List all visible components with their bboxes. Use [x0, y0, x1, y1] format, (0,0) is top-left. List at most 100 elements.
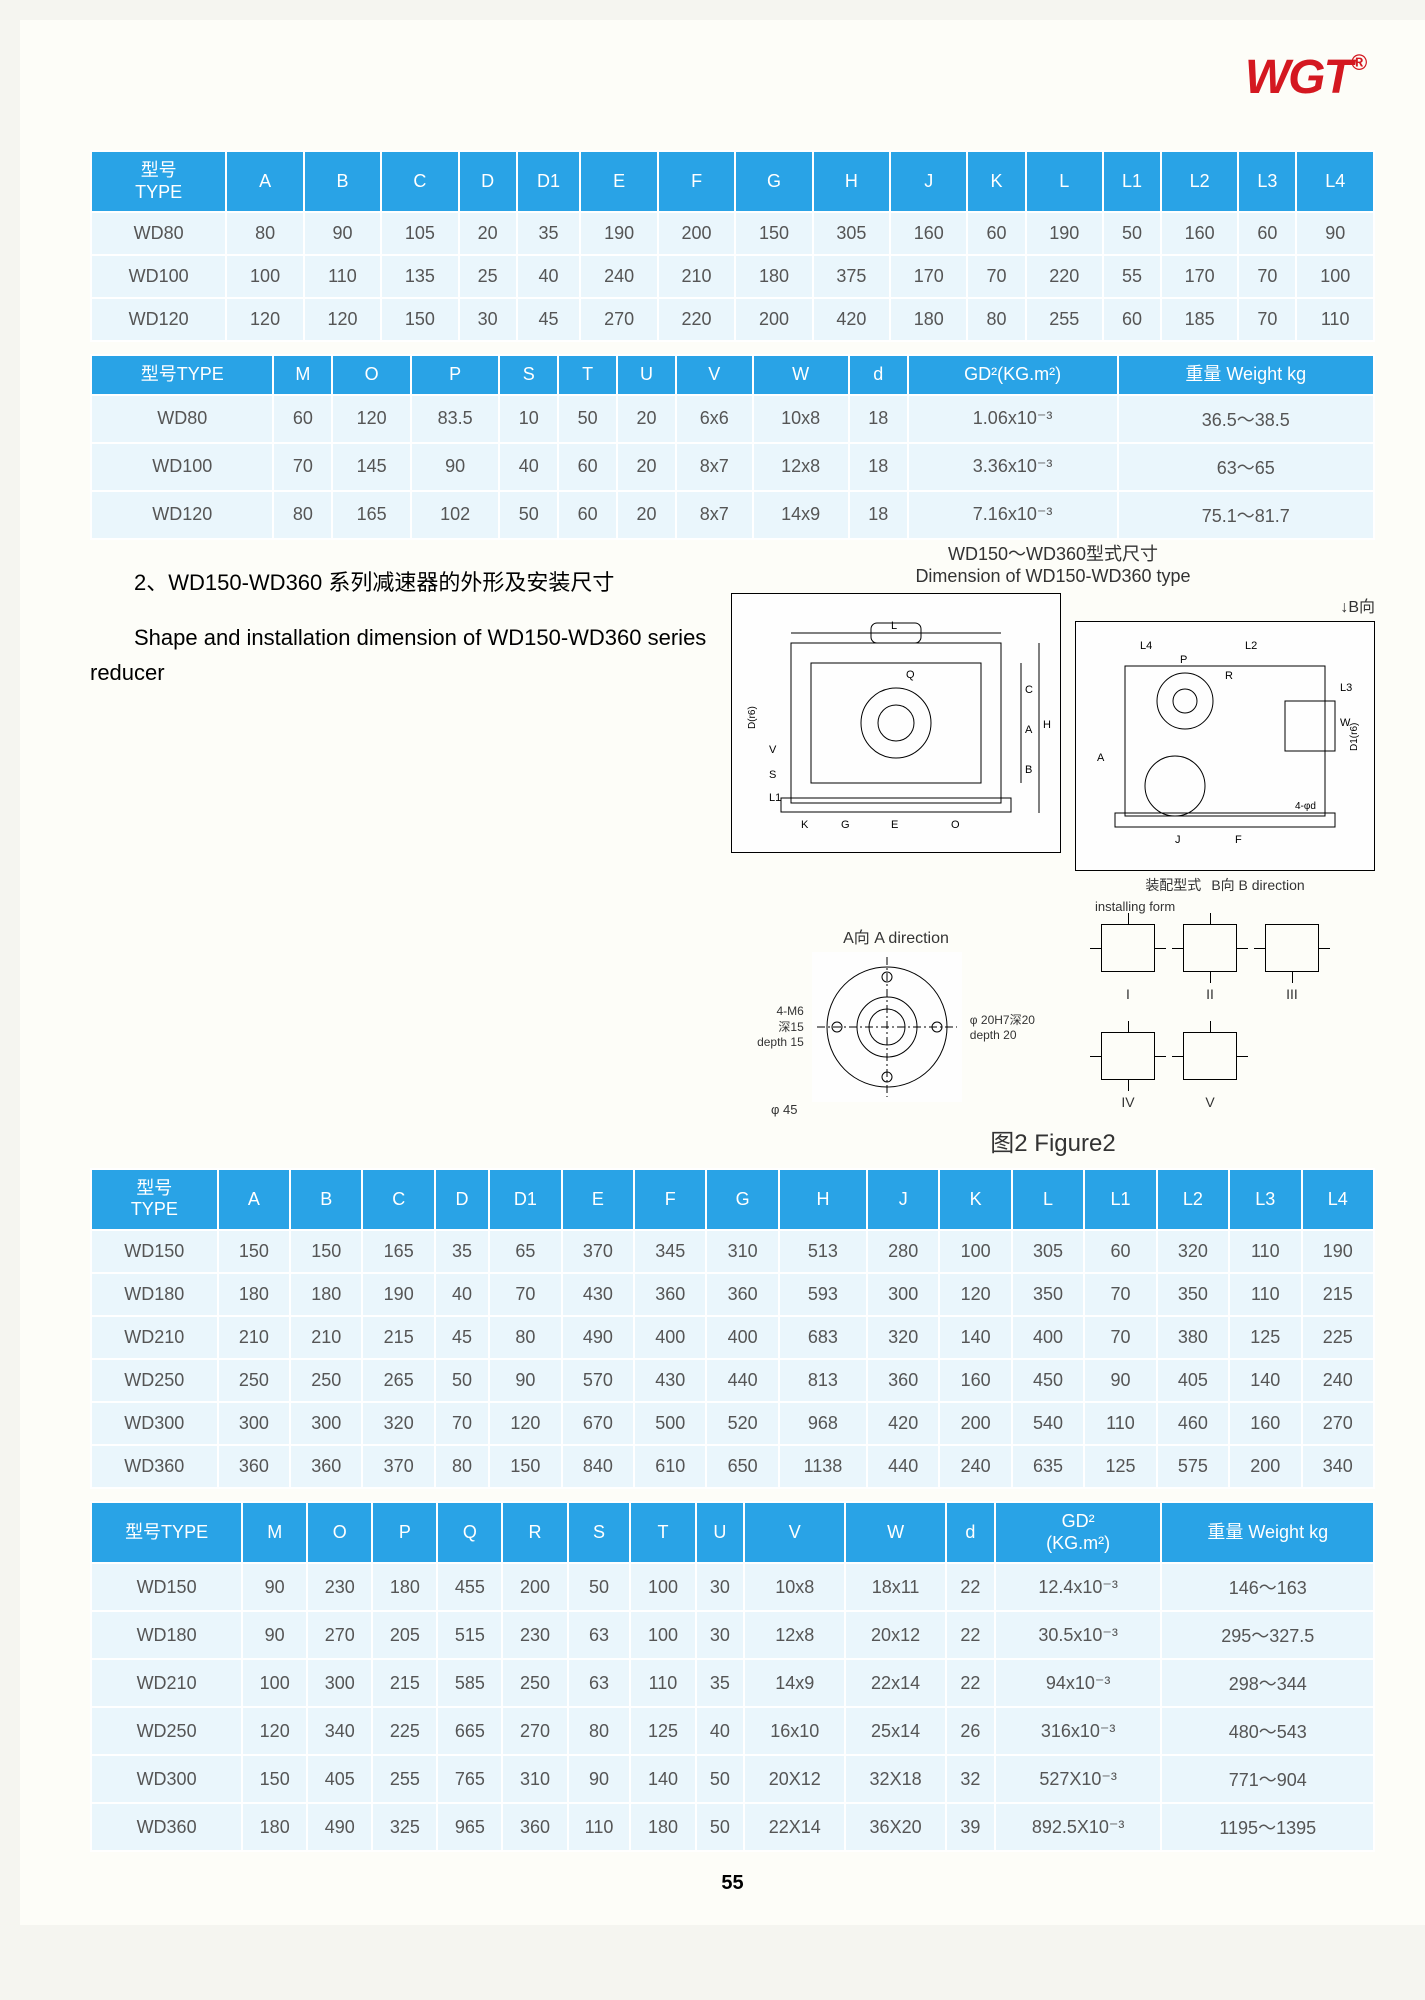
table-cell: 270 [502, 1707, 567, 1755]
table-cell: 230 [307, 1563, 372, 1611]
table-cell: 120 [489, 1402, 561, 1445]
table-cell: 298～344 [1161, 1659, 1374, 1707]
table-cell: WD120 [91, 298, 226, 341]
install-icon-2 [1183, 924, 1237, 972]
table-cell: 90 [411, 443, 499, 491]
svg-text:D(r6): D(r6) [747, 706, 758, 729]
col-header: D1 [489, 1169, 561, 1230]
col-header: P [372, 1502, 437, 1563]
table-cell: 200 [502, 1563, 567, 1611]
mid-section: 2、WD150-WD360 系列减速器的外形及安装尺寸 Shape and in… [90, 540, 1375, 1158]
table-cell: 400 [634, 1316, 706, 1359]
table-cell: WD80 [91, 395, 273, 443]
table-cell: 90 [304, 212, 381, 255]
col-header: U [617, 355, 676, 395]
table-cell: 14x9 [744, 1659, 845, 1707]
section-en: Shape and installation dimension of WD15… [90, 625, 706, 685]
table-cell: 305 [813, 212, 890, 255]
table-cell: 575 [1157, 1445, 1229, 1488]
table-cell: 310 [502, 1755, 567, 1803]
table-cell: 200 [735, 298, 812, 341]
table-cell: 270 [580, 298, 657, 341]
table-cell: 215 [362, 1316, 434, 1359]
table-cell: 190 [580, 212, 657, 255]
table-cell: 190 [362, 1273, 434, 1316]
table-cell: 40 [499, 443, 558, 491]
table-cell: 110 [304, 255, 381, 298]
table-cell: 18 [849, 395, 908, 443]
table-cell: 60 [558, 491, 617, 539]
table-cell: 50 [499, 491, 558, 539]
table-cell: 125 [1084, 1445, 1156, 1488]
table-cell: WD250 [91, 1359, 218, 1402]
table-row: WD250120340225665270801254016x1025x14263… [91, 1707, 1374, 1755]
table-cell: 110 [568, 1803, 631, 1851]
table-cell: 250 [290, 1359, 362, 1402]
table-cell: 215 [1302, 1273, 1374, 1316]
table-cell: 340 [307, 1707, 372, 1755]
table-cell: WD300 [91, 1755, 242, 1803]
table-cell: 83.5 [411, 395, 499, 443]
col-header: J [867, 1169, 939, 1230]
table-cell: 35 [435, 1230, 489, 1273]
col-header: H [779, 1169, 867, 1230]
table-cell: 120 [332, 395, 411, 443]
table-cell: WD150 [91, 1230, 218, 1273]
install-icon-4 [1101, 1032, 1155, 1080]
table-cell: 320 [362, 1402, 434, 1445]
table-cell: 80 [967, 298, 1025, 341]
table-cell: 120 [304, 298, 381, 341]
table-cell: 100 [1296, 255, 1374, 298]
table-cell: 60 [558, 443, 617, 491]
col-header: W [753, 355, 849, 395]
svg-text:L: L [891, 620, 897, 632]
col-header: O [307, 1502, 372, 1563]
col-header: F [658, 151, 735, 212]
table-cell: 50 [696, 1755, 745, 1803]
svg-text:L2: L2 [1245, 640, 1257, 652]
table-cell: WD210 [91, 1316, 218, 1359]
table-cell: 90 [568, 1755, 631, 1803]
table-cell: 20 [617, 491, 676, 539]
col-header: C [381, 151, 458, 212]
table-cell: 160 [890, 212, 967, 255]
table-cell: 295～327.5 [1161, 1611, 1374, 1659]
table-row: WD18018018019040704303603605933001203507… [91, 1273, 1374, 1316]
table-cell: 440 [867, 1445, 939, 1488]
table-cell: 70 [1084, 1316, 1156, 1359]
table-cell: 120 [226, 298, 303, 341]
svg-text:4-φd: 4-φd [1295, 801, 1316, 812]
brand-logo: WGT® [1245, 50, 1365, 105]
table-cell: 100 [630, 1611, 695, 1659]
table-cell: 25 [459, 255, 517, 298]
table-cell: 145 [332, 443, 411, 491]
table-cell: 50 [696, 1803, 745, 1851]
col-header: Q [437, 1502, 502, 1563]
diagram-side-view: L4L2 PR L3W D1(r6) A JF 4-φd [1075, 621, 1375, 871]
table-cell: WD180 [91, 1273, 218, 1316]
table-cell: 80 [273, 491, 332, 539]
table-cell: 380 [1157, 1316, 1229, 1359]
table-cell: 460 [1157, 1402, 1229, 1445]
diagram-main-view: L C AB H Q VS L1 KG EO D(r6) [731, 593, 1061, 853]
table-cell: 35 [517, 212, 581, 255]
table-cell: 14x9 [753, 491, 849, 539]
col-header: T [558, 355, 617, 395]
col-header: 型号TYPE [91, 355, 273, 395]
table-cell: 515 [437, 1611, 502, 1659]
col-header: T [630, 1502, 695, 1563]
table-row: WD3601804903259653601101805022X1436X2039… [91, 1803, 1374, 1851]
table-cell: 190 [1302, 1230, 1374, 1273]
table-cell: 240 [580, 255, 657, 298]
table-cell: 375 [813, 255, 890, 298]
dimension-table-1: 型号TYPEABCDD1EFGHJKLL1L2L3L4WD80809010520… [90, 150, 1375, 342]
table-cell: 360 [502, 1803, 567, 1851]
table-cell: 200 [939, 1402, 1011, 1445]
table-cell: 10 [499, 395, 558, 443]
table-cell: 300 [218, 1402, 290, 1445]
table-cell: WD250 [91, 1707, 242, 1755]
table-cell: 8x7 [676, 491, 753, 539]
col-header: U [696, 1502, 745, 1563]
table-cell: WD150 [91, 1563, 242, 1611]
table-cell: 150 [218, 1230, 290, 1273]
